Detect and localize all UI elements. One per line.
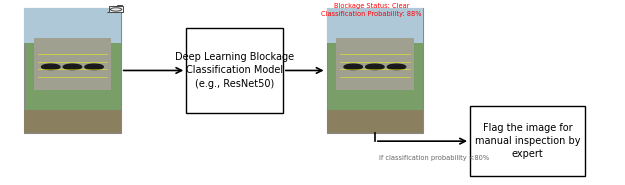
- Circle shape: [85, 64, 103, 70]
- Circle shape: [42, 64, 60, 70]
- Text: Deep Learning Blockage
Classification Model
(e.g., ResNet50): Deep Learning Blockage Classification Mo…: [175, 52, 294, 89]
- Text: Flag the image for
manual inspection by
expert: Flag the image for manual inspection by …: [475, 123, 581, 159]
- Text: Blockage Status: Clear
Classification Probability: 88%: Blockage Status: Clear Classification Pr…: [321, 4, 422, 17]
- Bar: [24, 110, 121, 133]
- Bar: [326, 8, 423, 133]
- Circle shape: [388, 64, 406, 70]
- Circle shape: [63, 64, 82, 70]
- Bar: [336, 38, 414, 90]
- Bar: [117, 5, 122, 6]
- Bar: [24, 8, 121, 43]
- Bar: [34, 38, 111, 90]
- Bar: [24, 8, 121, 133]
- Text: If classification probability <80%: If classification probability <80%: [379, 155, 489, 161]
- Bar: [109, 6, 123, 12]
- Bar: [470, 106, 586, 176]
- Bar: [186, 28, 283, 113]
- Circle shape: [344, 64, 362, 70]
- Bar: [326, 8, 423, 43]
- Circle shape: [366, 64, 384, 70]
- Bar: [326, 110, 423, 133]
